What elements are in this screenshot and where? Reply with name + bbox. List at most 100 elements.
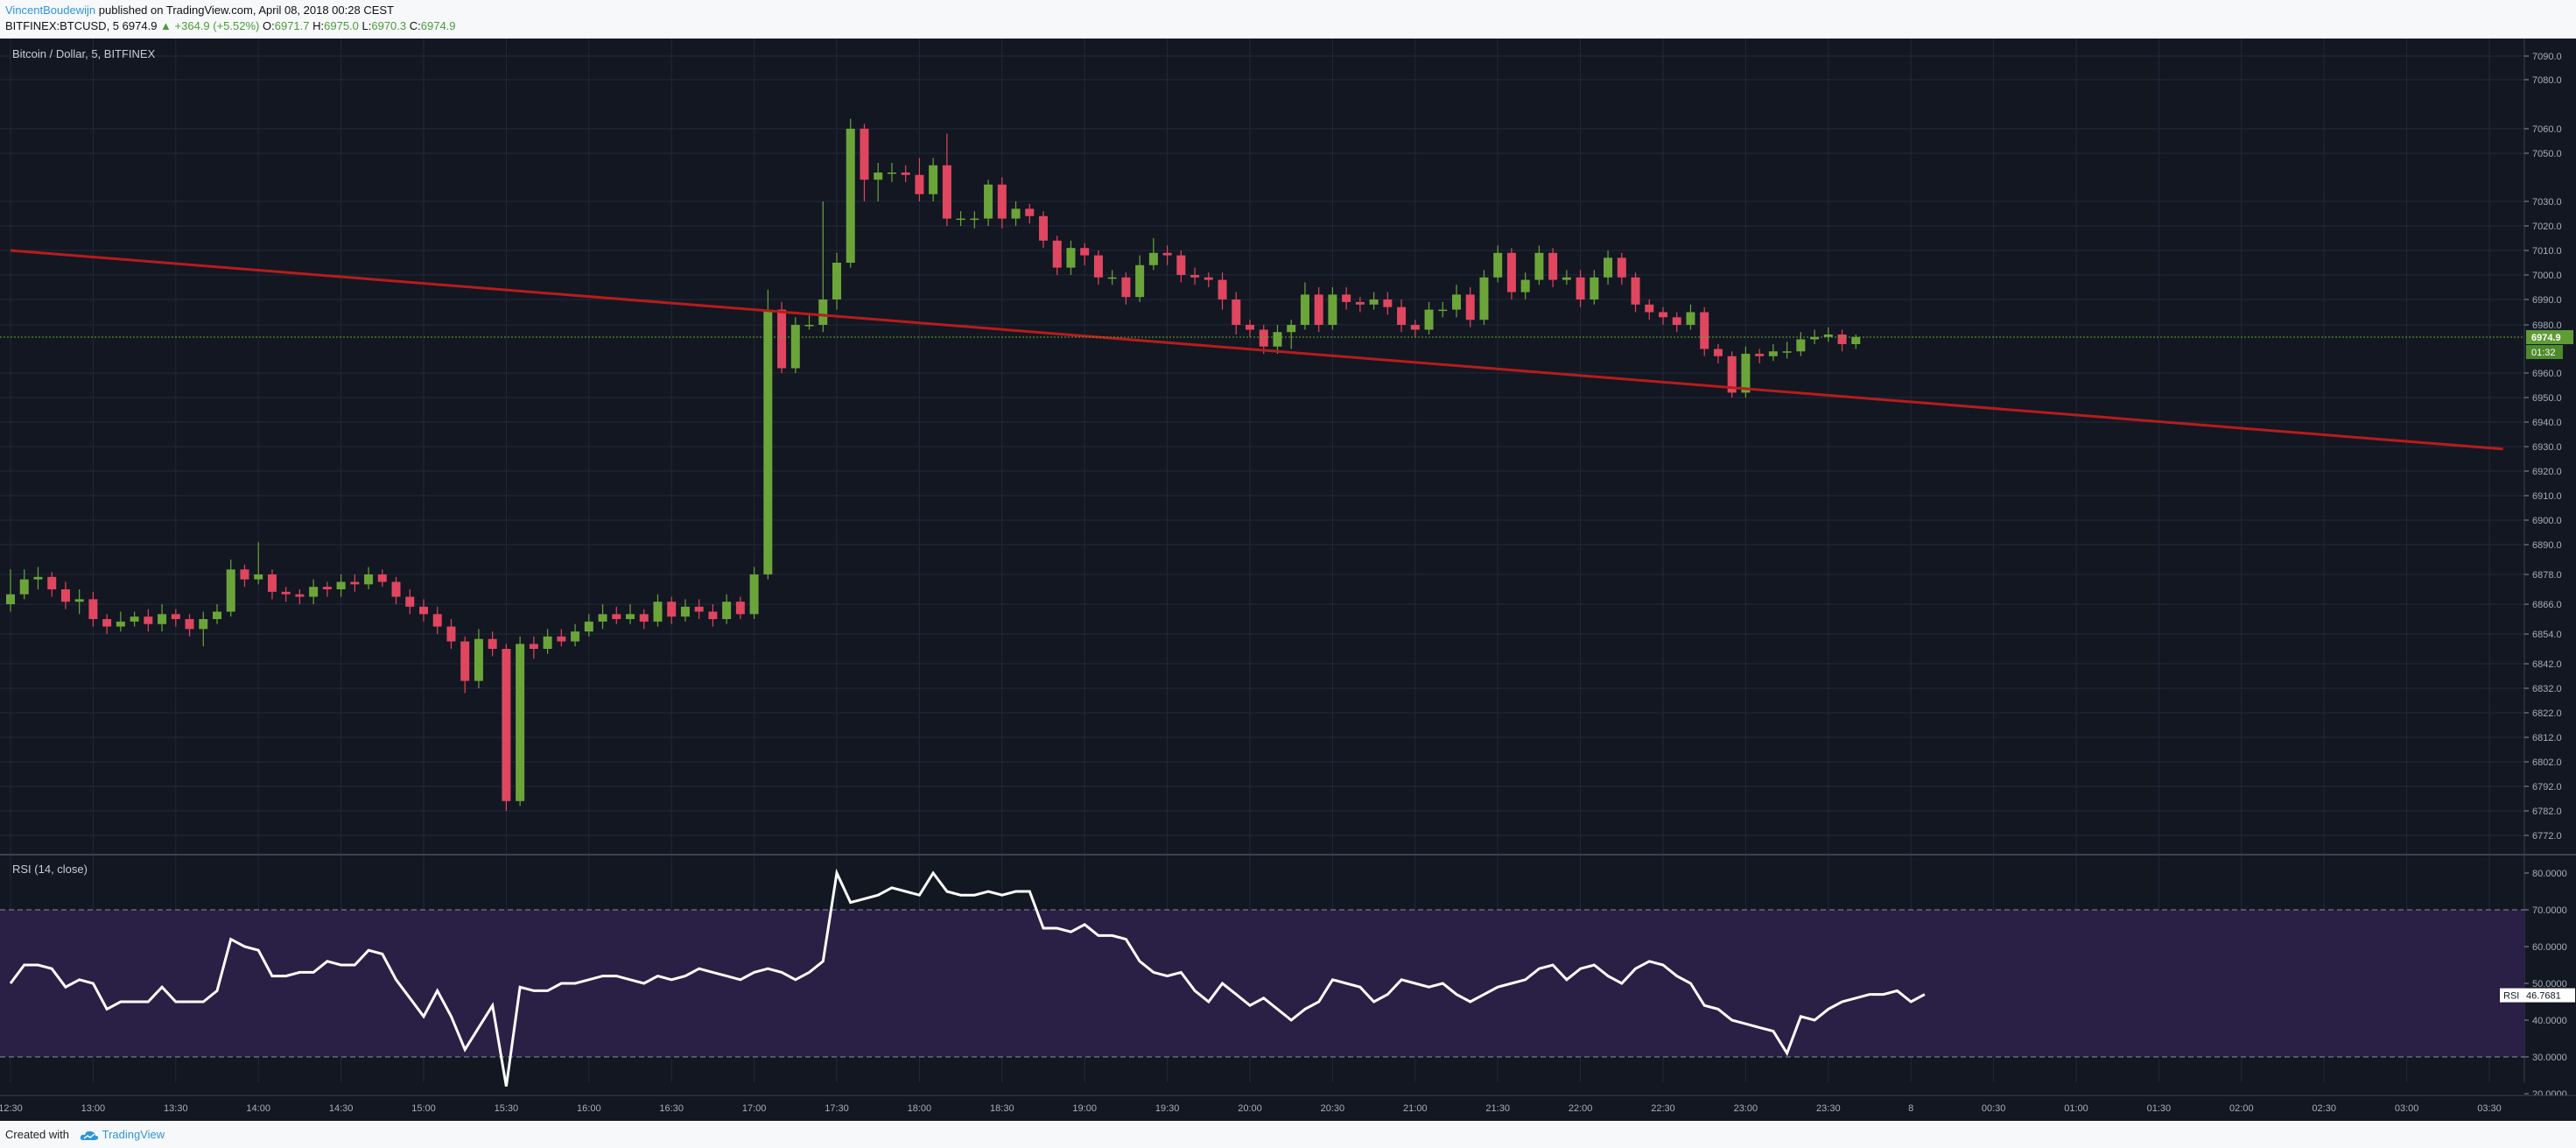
candle-down — [942, 165, 951, 219]
low-label: L: — [361, 19, 372, 32]
candle-down — [1659, 312, 1667, 318]
trading-chart[interactable]: Bitcoin / Dollar, 5, BITFINEX 7090.0 7080.… — [0, 39, 2576, 1121]
rsi-tick-label: 80.0000 — [2532, 869, 2567, 879]
time-tick-label: 21:30 — [1485, 1103, 1510, 1114]
candle-down — [708, 611, 718, 619]
price-tick-label: 6866.0 — [2532, 600, 2562, 610]
candle-down — [419, 606, 428, 615]
low-value: 6970.3 — [371, 19, 407, 32]
candle-up — [956, 218, 965, 221]
rsi-tick-label: 70.0000 — [2532, 905, 2567, 916]
candle-down — [1218, 279, 1227, 299]
candle-down — [1397, 306, 1407, 325]
author-link[interactable]: VincentBoudewijn — [5, 4, 96, 17]
candle-down — [1645, 304, 1654, 313]
candle-down — [860, 129, 869, 180]
candle-up — [1851, 336, 1861, 344]
candle-down — [350, 581, 360, 585]
candle-up — [1534, 252, 1544, 280]
candle-up — [1011, 208, 1021, 219]
time-tick-label: 14:30 — [329, 1103, 354, 1114]
candle-down — [557, 636, 566, 642]
price-tick-label: 7080.0 — [2532, 75, 2562, 86]
candle-down — [1672, 317, 1681, 325]
candle-up — [158, 614, 167, 624]
time-tick-label: 03:00 — [2395, 1103, 2419, 1114]
time-axis: 12:30 13:00 13:30 14:00 14:30 15:00 15:30 16:00… — [0, 1095, 2576, 1121]
time-tick-label: 16:30 — [659, 1103, 684, 1114]
candle-up — [543, 636, 552, 649]
close-label: C: — [409, 19, 421, 32]
candle-down — [391, 581, 401, 597]
candle-down — [1080, 248, 1090, 256]
time-tick-label: 17:30 — [825, 1103, 849, 1114]
symbol-ohlc-line: BITFINEX:BTCUSD, 5 6974.9 ▲ +364.9 (+5.5… — [5, 19, 456, 32]
candle-up — [116, 621, 125, 627]
candle-down — [502, 649, 511, 801]
candle-up — [970, 218, 979, 221]
candle-down — [240, 569, 249, 580]
candle-down — [735, 602, 745, 615]
candle-up — [1493, 252, 1503, 278]
candle-down — [777, 309, 787, 369]
price-tick-label: 6920.0 — [2532, 467, 2562, 477]
candle-down — [529, 644, 538, 649]
time-tick-label: 8 — [1908, 1103, 1913, 1114]
candle-up — [1438, 309, 1448, 312]
tradingview-brand: TradingView — [102, 1128, 165, 1141]
candle-down — [1246, 325, 1254, 330]
price-tick-label: 6980.0 — [2532, 320, 2562, 331]
time-tick-label: 19:30 — [1155, 1103, 1180, 1114]
candle-down — [488, 638, 497, 649]
price-tick-label: 6854.0 — [2532, 630, 2562, 640]
candle-down — [1121, 277, 1131, 298]
candle-up — [1287, 325, 1296, 333]
candle-up — [804, 325, 814, 327]
candle-down — [1025, 208, 1035, 216]
candle-down — [1355, 301, 1365, 305]
tradingview-link[interactable]: TradingView — [80, 1128, 165, 1141]
time-tick-label: 22:00 — [1569, 1103, 1593, 1114]
open-value: 6971.7 — [274, 19, 310, 32]
candle-up — [598, 614, 607, 622]
price-tick-label: 6822.0 — [2532, 708, 2562, 719]
candle-up — [1768, 351, 1778, 356]
price-tick-label: 6832.0 — [2532, 684, 2562, 694]
published-info: published on TradingView.com, April 08, … — [98, 4, 395, 17]
candle-down — [612, 614, 621, 619]
candle-down — [432, 614, 442, 627]
price-tick-label: 7050.0 — [2532, 149, 2562, 159]
candle-up — [1590, 277, 1599, 299]
candles — [6, 118, 1861, 811]
rsi-last-tag — [2500, 988, 2575, 1003]
candle-down — [1700, 312, 1709, 349]
price-tick-label: 6772.0 — [2532, 831, 2562, 842]
candle-up — [818, 299, 828, 325]
candle-down — [1727, 356, 1737, 393]
candle-up — [1452, 294, 1461, 310]
tradingview-cloud-icon — [80, 1130, 98, 1140]
candle-up — [19, 579, 29, 595]
price-tick-label: 6930.0 — [2532, 442, 2562, 453]
candle-down — [1204, 277, 1213, 280]
candle-up — [1066, 248, 1076, 268]
candle-down — [1190, 275, 1200, 278]
candle-up — [887, 173, 896, 174]
time-tick-label: 23:30 — [1816, 1103, 1841, 1114]
candle-down — [446, 626, 456, 642]
candle-up — [1148, 252, 1158, 265]
candle-up — [832, 263, 841, 299]
candle-down — [667, 602, 677, 617]
candle-up — [653, 602, 663, 622]
candle-up — [1369, 299, 1379, 305]
time-tick-label: 15:00 — [411, 1103, 436, 1114]
candle-down — [377, 574, 387, 582]
candle-down — [915, 174, 924, 194]
candle-up — [929, 165, 938, 194]
last-price: 6974.9 — [122, 19, 158, 32]
candle-up — [1479, 277, 1489, 320]
price-tick-label: 6950.0 — [2532, 393, 2562, 404]
candle-down — [1259, 329, 1268, 347]
rsi-tick-label: 30.0000 — [2532, 1053, 2567, 1063]
last-price-tag — [2526, 330, 2573, 345]
